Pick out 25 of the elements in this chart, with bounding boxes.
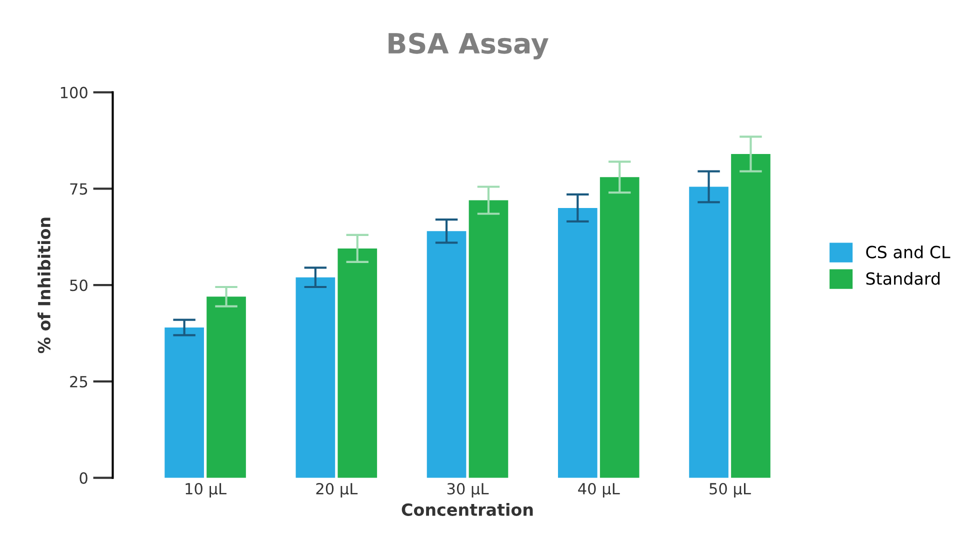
y-tick-label: 50 (70, 280, 88, 292)
bar (426, 231, 466, 478)
bar (164, 327, 204, 478)
bar (296, 277, 336, 478)
x-tick-label: 40 µL (578, 482, 620, 498)
y-tick-label: 25 (70, 376, 88, 388)
bar (338, 248, 378, 478)
x-axis-title: Concentration (402, 503, 533, 516)
chart-title: BSA Assay (388, 32, 548, 60)
y-tick-label: 0 (80, 472, 88, 484)
x-tick-label: 20 µL (316, 482, 358, 498)
y-tick-label: 75 (70, 183, 88, 195)
x-tick-label: 30 µL (447, 482, 489, 498)
x-tick-label: 50 µL (710, 482, 751, 498)
bar (731, 154, 770, 478)
bar (468, 200, 508, 478)
x-tick-label: 10 µL (186, 482, 226, 498)
y-axis-title: % of Inhibition (38, 218, 50, 354)
bar (558, 208, 598, 478)
legend-label: CS and CL (866, 245, 950, 258)
legend-label: Standard (866, 272, 940, 285)
bar (600, 177, 640, 478)
y-tick-label: 100 (60, 86, 88, 98)
bar (689, 186, 728, 478)
bar (206, 296, 246, 478)
